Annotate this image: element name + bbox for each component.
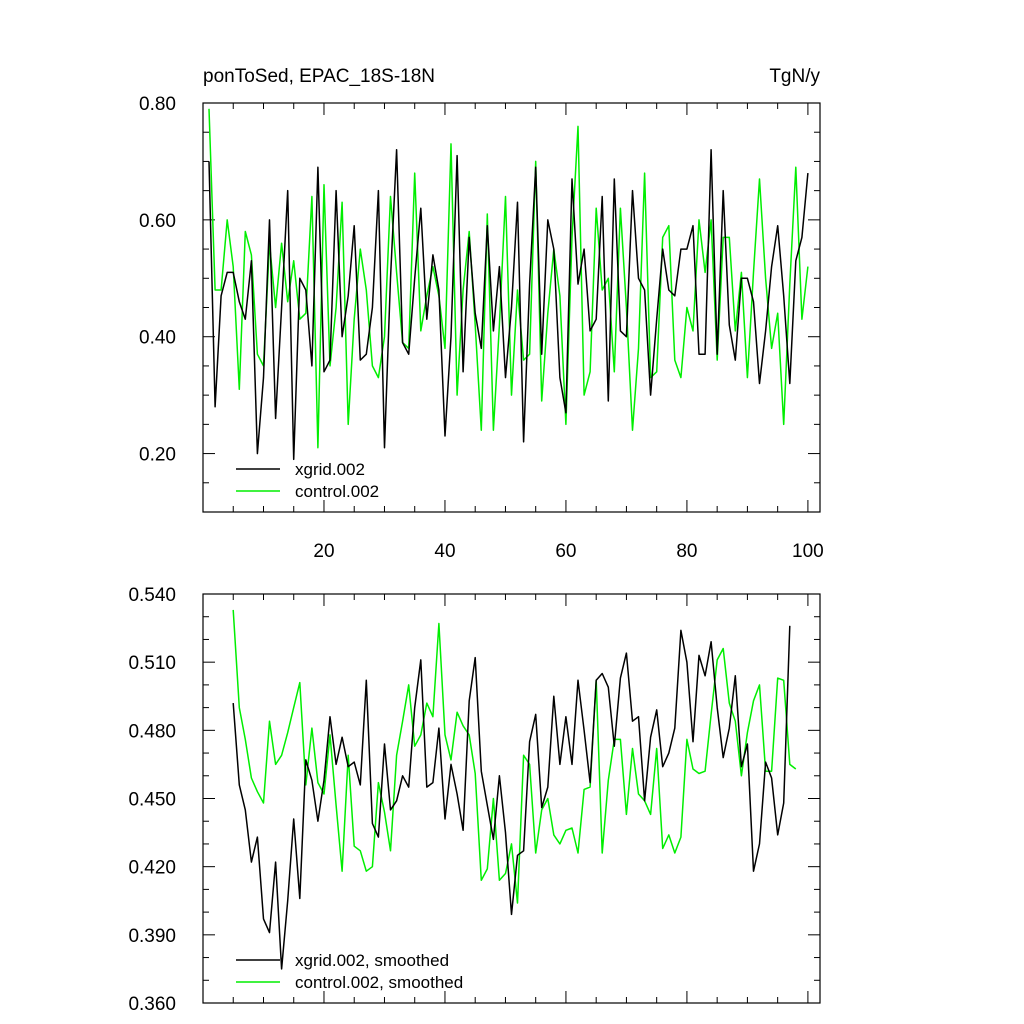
x-tick-label: 40 <box>434 541 455 562</box>
y-tick-label: 0.450 <box>128 790 176 811</box>
y-tick-label: 0.360 <box>128 994 176 1015</box>
y-tick-label: 0.420 <box>128 858 176 879</box>
y-tick-label: 0.60 <box>139 211 176 232</box>
legend-label: control.002 <box>295 482 379 501</box>
series-line <box>208 108 809 449</box>
legend-label: control.002, smoothed <box>295 973 463 992</box>
y-tick-label: 0.390 <box>128 926 176 947</box>
x-tick-label: 80 <box>676 541 697 562</box>
series-line <box>232 609 797 904</box>
x-tick-label: 20 <box>313 541 334 562</box>
bottom-panel: 0.360 0.390 0.420 0.450 0.480 0.510 0.540 xgrid… <box>128 585 821 1015</box>
y-tick-label: 0.540 <box>128 585 176 606</box>
series-line <box>232 625 791 970</box>
top-panel: 20 40 60 80 100 0.20 0.40 0.60 0.80 xgrid.002 cont… <box>139 94 824 562</box>
x-tick-label: 60 <box>555 541 576 562</box>
legend-label: xgrid.002 <box>295 460 365 479</box>
y-tick-label: 0.20 <box>139 445 176 466</box>
series-line <box>208 148 809 461</box>
plot-frame <box>202 593 821 1004</box>
y-tick-label: 0.480 <box>128 721 176 742</box>
y-tick-label: 0.80 <box>139 94 176 115</box>
x-tick-label: 100 <box>792 541 824 562</box>
legend-label: xgrid.002, smoothed <box>295 951 449 970</box>
chart-units: TgN/y <box>769 66 820 87</box>
y-tick-label: 0.510 <box>128 653 176 674</box>
y-tick-label: 0.40 <box>139 328 176 349</box>
chart-title: ponToSed, EPAC_18S-18N <box>203 66 435 87</box>
